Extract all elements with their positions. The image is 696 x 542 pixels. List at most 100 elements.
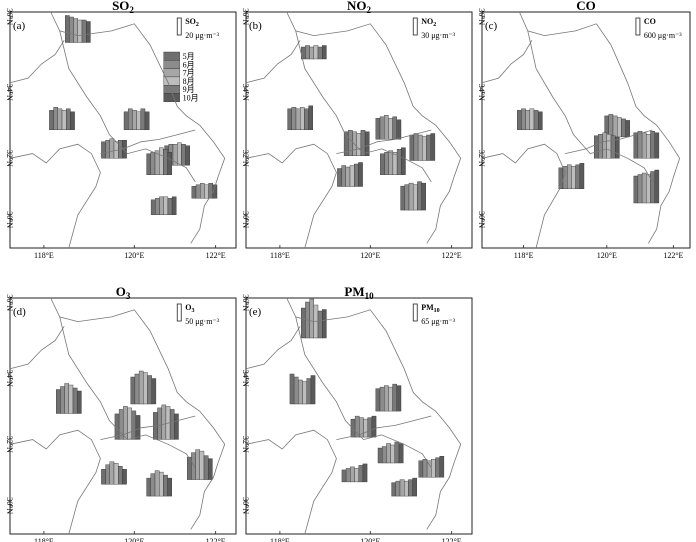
bar-9月 xyxy=(650,130,655,159)
scale-species: O3 xyxy=(185,303,194,314)
scale-value: 20 μg·m⁻³ xyxy=(185,31,219,40)
bar-8月 xyxy=(300,107,305,131)
site-bar-group xyxy=(287,105,314,131)
x-tick-label: 122°E xyxy=(442,537,462,542)
bar-10月 xyxy=(362,463,368,483)
bar-10月 xyxy=(322,309,327,339)
bar-8月 xyxy=(302,381,307,405)
bar-7月 xyxy=(612,115,618,138)
panel-label: (e) xyxy=(249,306,262,318)
bar-10月 xyxy=(151,378,157,405)
bar-8月 xyxy=(388,118,393,140)
bar-5月 xyxy=(287,108,293,131)
bar-8月 xyxy=(143,372,148,405)
site-bar-group xyxy=(56,383,82,414)
bar-6月 xyxy=(134,373,140,405)
bar-9月 xyxy=(203,455,209,480)
coastline-line xyxy=(50,11,226,244)
panel-title: O3 xyxy=(116,284,131,301)
bar-9月 xyxy=(169,409,175,440)
bar-9月 xyxy=(317,46,323,60)
panel-frame xyxy=(245,11,473,249)
x-tick-label: 120°E xyxy=(597,251,617,260)
site-bar-group xyxy=(337,162,363,187)
bar-5月 xyxy=(380,153,385,175)
bar-5月 xyxy=(191,186,197,199)
bar-7月 xyxy=(345,166,351,187)
scale-species: SO2 xyxy=(185,17,199,28)
site-bar-group xyxy=(64,15,91,43)
bar-9月 xyxy=(417,181,422,211)
bar-6月 xyxy=(384,151,389,175)
bar-9月 xyxy=(367,417,373,438)
scale-value: 30 μg·m⁻³ xyxy=(421,31,455,40)
panel-title-sub: 2 xyxy=(129,5,134,15)
bar-6月 xyxy=(637,174,643,204)
bar-6月 xyxy=(293,376,299,405)
x-tick-label: 120°E xyxy=(360,537,380,542)
site-bar-group xyxy=(101,461,127,485)
bar-7月 xyxy=(298,379,303,405)
bar-6月 xyxy=(53,107,58,131)
bar-8月 xyxy=(199,450,205,480)
panel-title-main: NO xyxy=(347,0,367,13)
x-tick-label: 118°E xyxy=(514,251,534,260)
bar-9月 xyxy=(650,171,655,204)
bar-8月 xyxy=(363,418,368,438)
bar-8月 xyxy=(158,471,164,497)
bar-10月 xyxy=(85,21,91,43)
bar-7月 xyxy=(426,460,432,478)
bar-6月 xyxy=(305,45,310,60)
bar-8月 xyxy=(392,151,398,175)
bar-9月 xyxy=(117,466,123,485)
bar-6月 xyxy=(637,130,643,159)
bar-10月 xyxy=(364,131,370,157)
site-bar-group xyxy=(558,163,585,190)
scale-bar xyxy=(412,303,418,322)
panel-title-sub: 10 xyxy=(365,291,375,301)
bar-10月 xyxy=(135,415,141,440)
bar-8月 xyxy=(646,133,651,159)
bar-8月 xyxy=(158,147,164,175)
site-bar-group xyxy=(633,169,660,204)
bar-10月 xyxy=(358,162,363,187)
bar-7月 xyxy=(602,132,607,159)
y-tick-label: 34°N xyxy=(241,370,250,387)
bar-8月 xyxy=(61,110,67,131)
bar-5月 xyxy=(375,118,381,140)
province-boundary xyxy=(245,40,301,84)
river-line xyxy=(100,415,196,440)
province-boundary xyxy=(9,326,65,370)
bar-9月 xyxy=(394,441,400,464)
y-tick-label: 32°N xyxy=(477,150,486,167)
bar-5月 xyxy=(49,110,54,131)
bar-9月 xyxy=(408,479,413,497)
bar-9月 xyxy=(621,118,626,138)
bar-5月 xyxy=(56,389,61,414)
site-bar-group xyxy=(114,406,141,440)
bar-10月 xyxy=(579,163,585,190)
y-tick-label: 36°N xyxy=(5,8,14,25)
bar-9月 xyxy=(392,383,398,412)
bar-9月 xyxy=(147,375,152,405)
bar-5月 xyxy=(341,469,347,483)
site-bar-group xyxy=(633,130,660,159)
bar-9月 xyxy=(317,310,323,339)
bar-5月 xyxy=(418,460,424,478)
bar-10月 xyxy=(396,119,402,140)
bar-5月 xyxy=(375,388,381,412)
scale-species-main: PM xyxy=(421,303,434,312)
bar-8月 xyxy=(163,196,169,216)
bar-7月 xyxy=(73,18,78,43)
panel-label: (c) xyxy=(485,20,498,32)
y-tick-label: 32°N xyxy=(241,436,250,453)
bar-7月 xyxy=(417,134,423,161)
bar-9月 xyxy=(610,135,616,159)
bar-6月 xyxy=(404,184,410,211)
bar-8月 xyxy=(529,108,535,131)
scale-species-main: SO xyxy=(185,17,196,26)
bar-6月 xyxy=(345,468,351,483)
panel-label: (b) xyxy=(249,20,262,32)
scale-species-sub: 10 xyxy=(434,308,440,314)
